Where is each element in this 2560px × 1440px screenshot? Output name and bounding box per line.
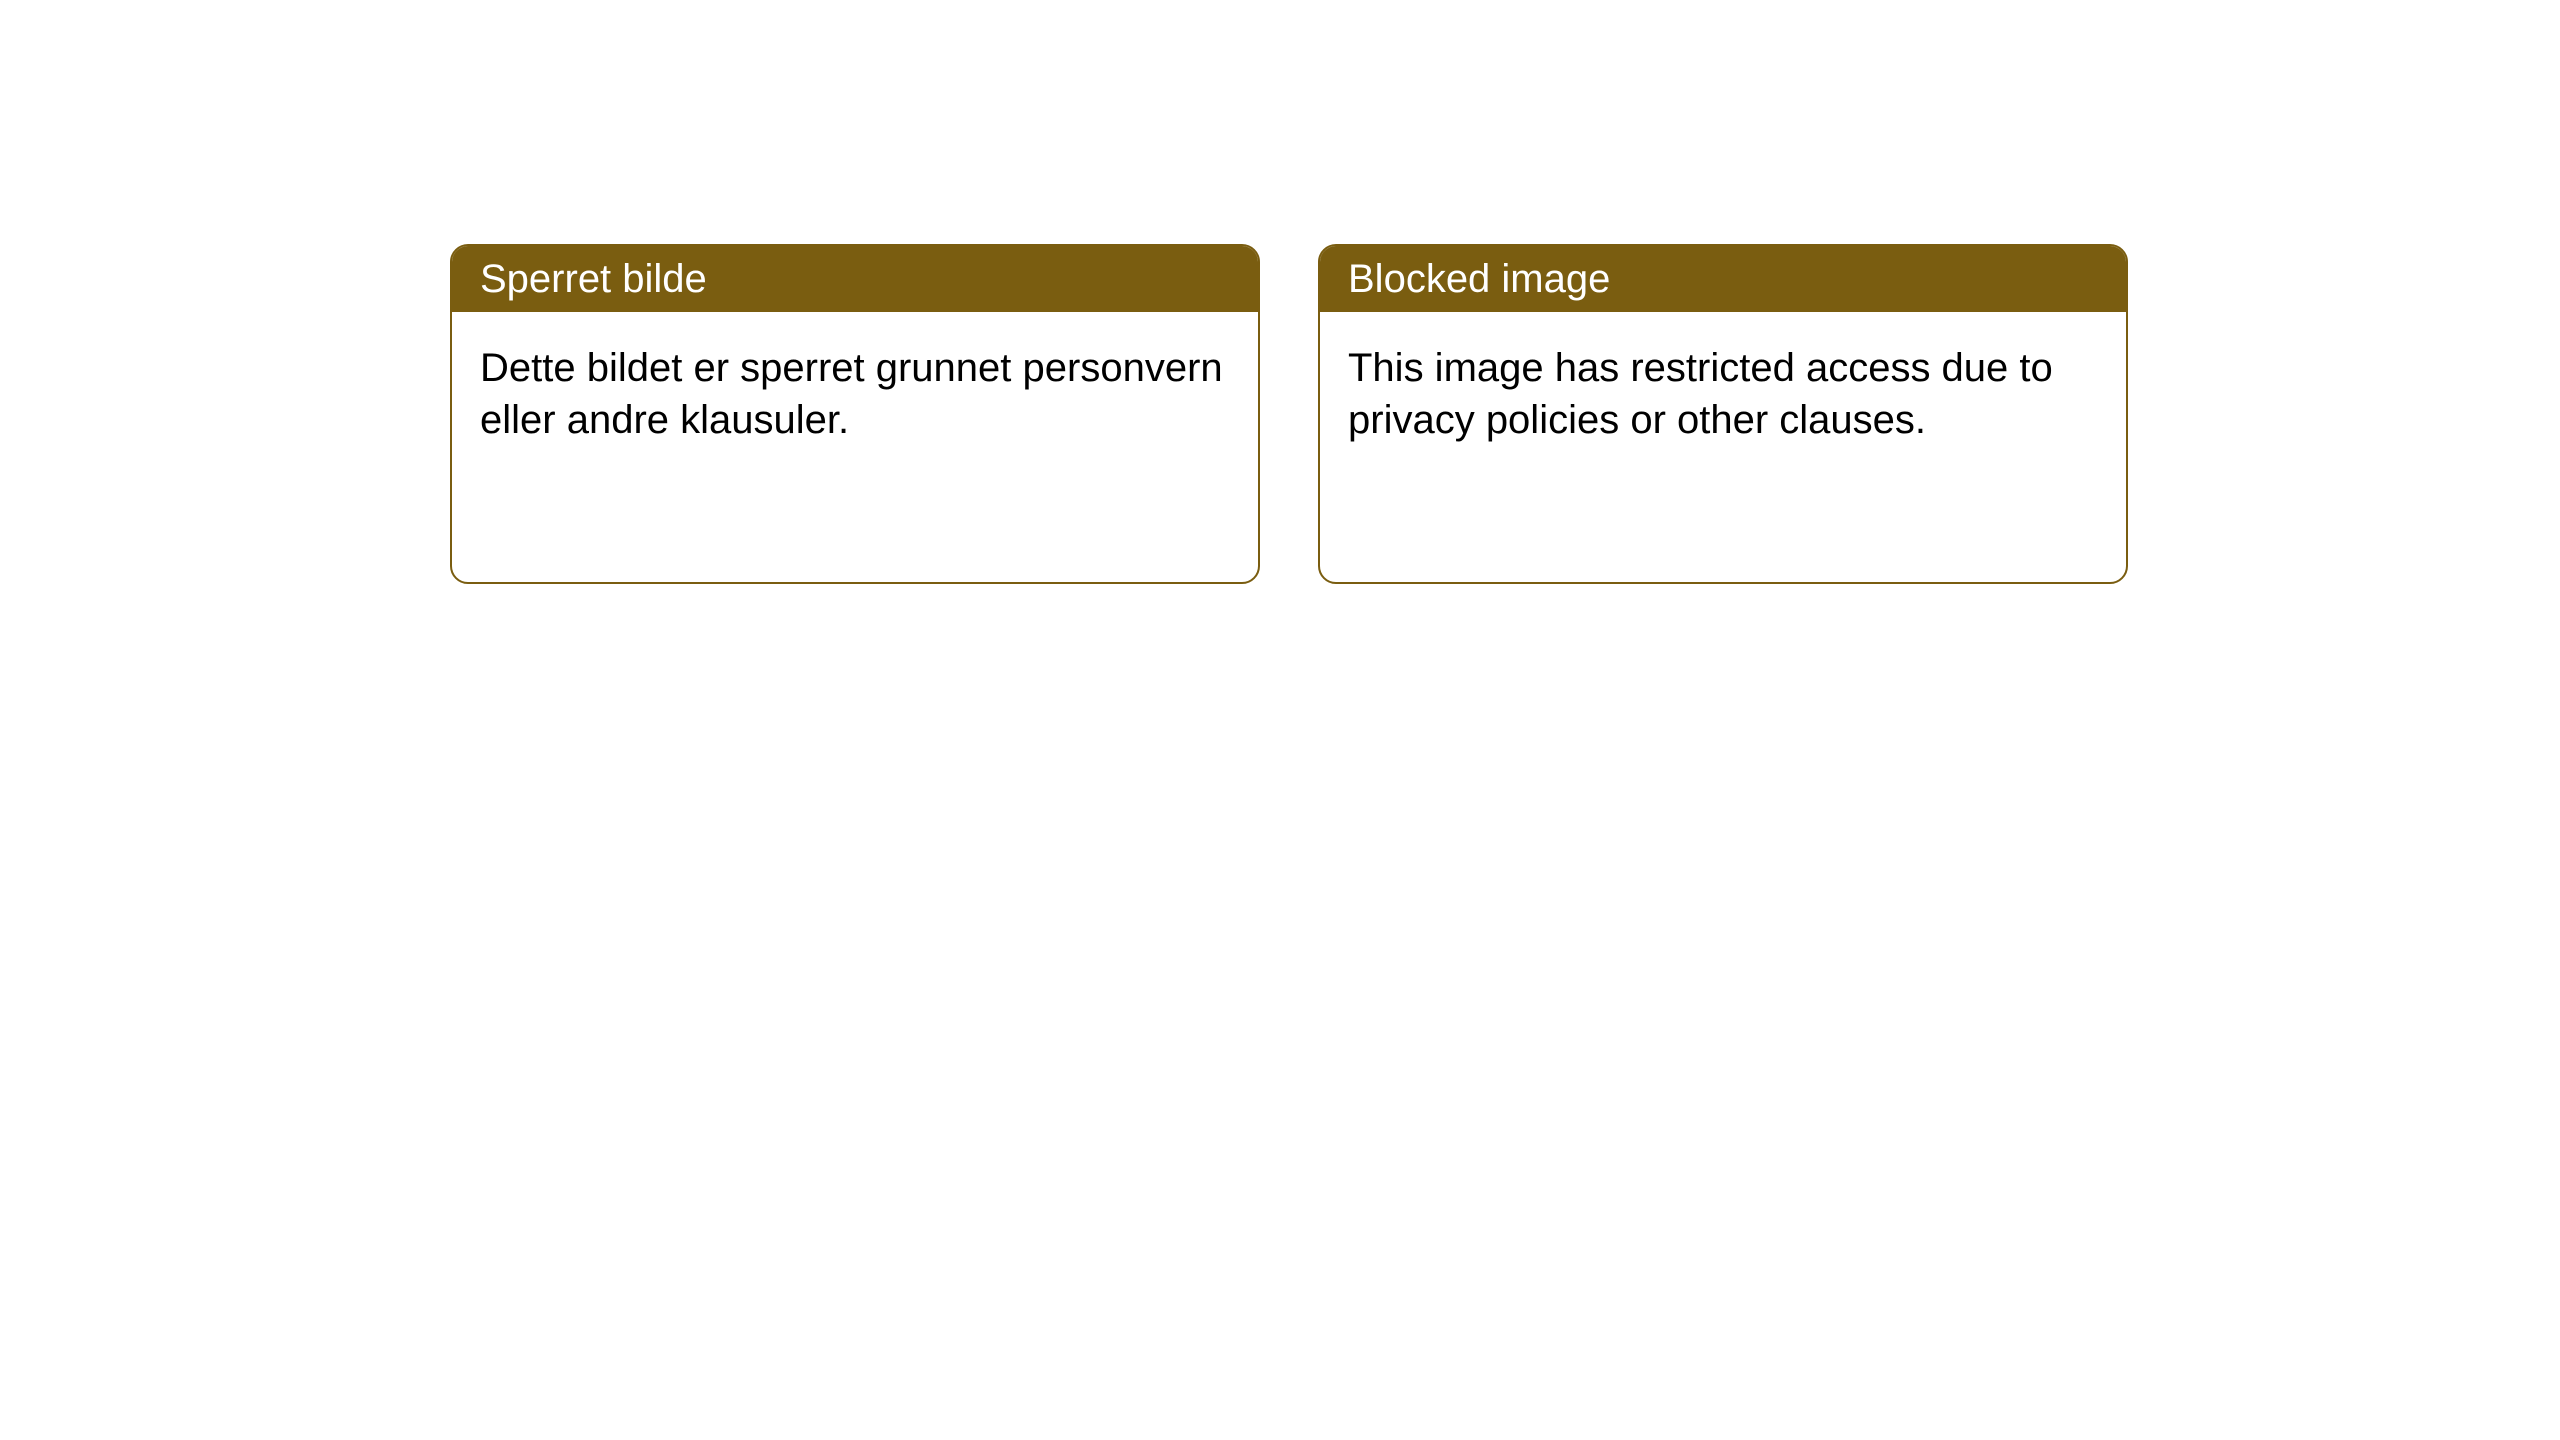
notice-box-english: Blocked image This image has restricted …: [1318, 244, 2128, 584]
notice-message: Dette bildet er sperret grunnet personve…: [480, 346, 1223, 442]
notice-box-norwegian: Sperret bilde Dette bildet er sperret gr…: [450, 244, 1260, 584]
notice-title: Blocked image: [1348, 257, 1610, 301]
notice-message: This image has restricted access due to …: [1348, 346, 2053, 442]
notice-body: This image has restricted access due to …: [1320, 312, 2126, 476]
notice-header: Blocked image: [1320, 246, 2126, 312]
notice-title: Sperret bilde: [480, 257, 707, 301]
notice-header: Sperret bilde: [452, 246, 1258, 312]
notice-body: Dette bildet er sperret grunnet personve…: [452, 312, 1258, 476]
notice-container: Sperret bilde Dette bildet er sperret gr…: [0, 0, 2560, 584]
